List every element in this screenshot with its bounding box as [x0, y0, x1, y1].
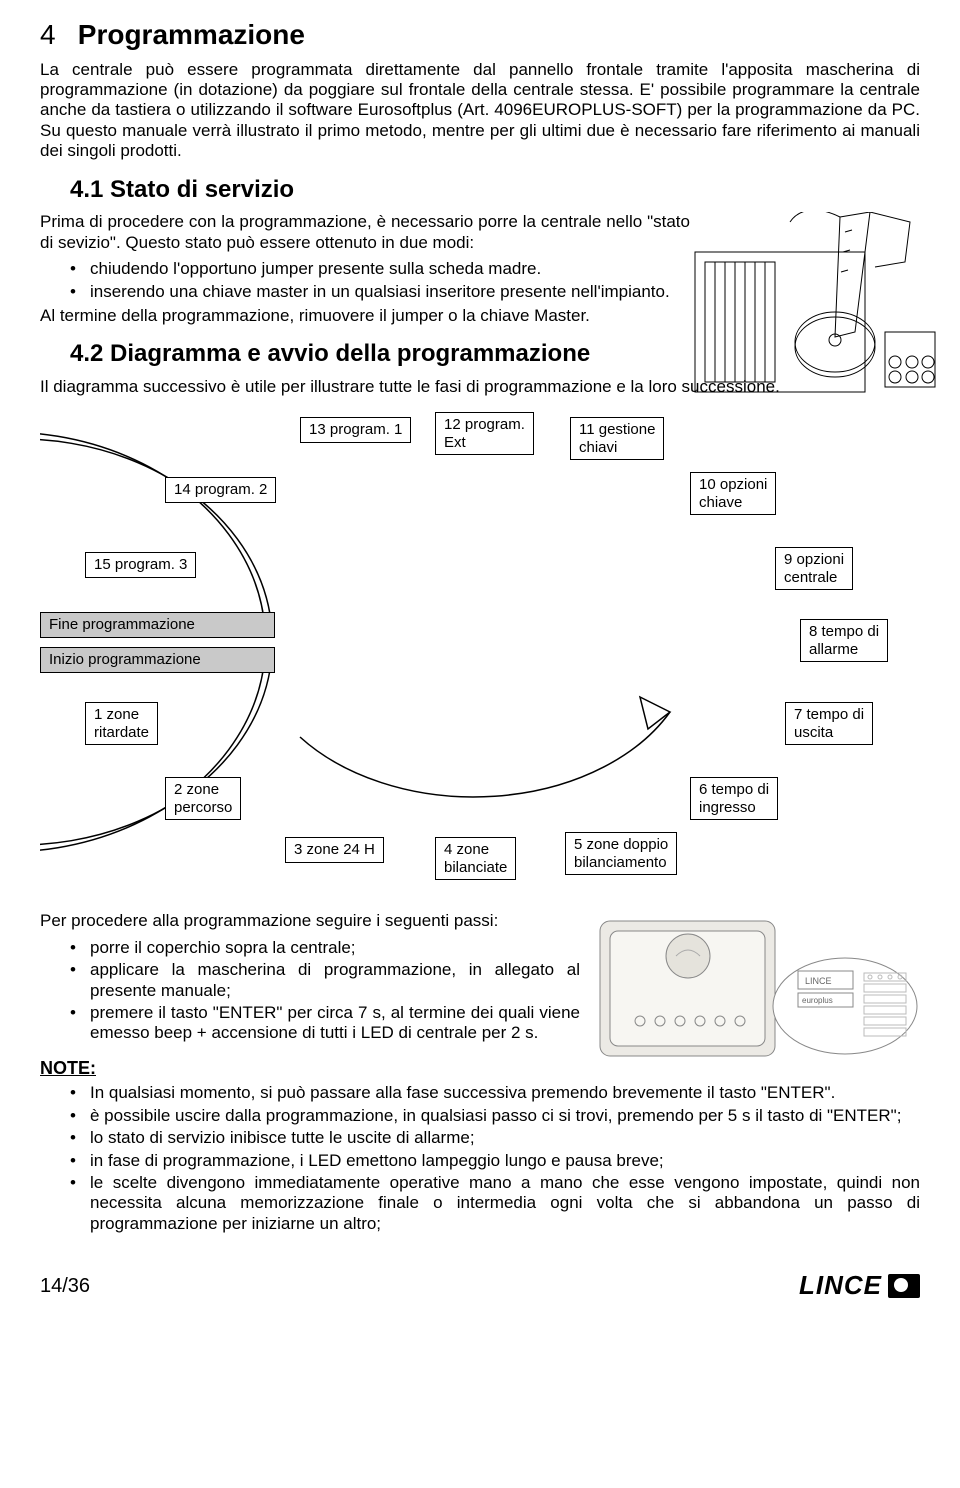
diagram-node-7: 7 tempo di uscita [785, 702, 873, 745]
steps-item: porre il coperchio sopra la centrale; [90, 938, 580, 958]
device-illustration: LINCE europlus [580, 911, 920, 1071]
section-41-bullet: inserendo una chiave master in un qualsi… [90, 282, 690, 302]
diagram-node-2: 2 zone percorso [165, 777, 241, 820]
note-item: lo stato di servizio inibisce tutte le u… [90, 1128, 920, 1148]
section-4-paragraph: La centrale può essere programmata diret… [40, 60, 920, 162]
section-4-heading: 4 Programmazione [40, 18, 920, 52]
programming-diagram: 13 program. 1 12 program. Ext 11 gestion… [40, 407, 920, 897]
page-footer: 14/36 LINCE [40, 1270, 920, 1301]
brand-name: LINCE [799, 1270, 882, 1301]
steps-item: premere il tasto "ENTER" per circa 7 s, … [90, 1003, 580, 1044]
note-item: In qualsiasi momento, si può passare all… [90, 1083, 920, 1103]
overlay-brand-icon: LINCE [805, 976, 832, 986]
diagram-node-3: 3 zone 24 H [285, 837, 384, 862]
diagram-node-11: 11 gestione chiavi [570, 417, 664, 460]
page-number: 14/36 [40, 1274, 90, 1298]
diagram-node-9: 9 opzioni centrale [775, 547, 853, 590]
section-4-title: Programmazione [78, 19, 305, 50]
steps-intro: Per procedere alla programmazione seguir… [40, 911, 580, 931]
steps-list: porre il coperchio sopra la centrale; ap… [40, 938, 580, 1044]
diagram-node-10: 10 opzioni chiave [690, 472, 776, 515]
brand-icon [888, 1274, 920, 1298]
diagram-node-8: 8 tempo di allarme [800, 619, 888, 662]
diagram-node-6: 6 tempo di ingresso [690, 777, 778, 820]
diagram-node-1: 1 zone ritardate [85, 702, 158, 745]
steps-item: applicare la mascherina di programmazion… [90, 960, 580, 1001]
section-41-bullet: chiudendo l'opportuno jumper presente su… [90, 259, 690, 279]
note-item: in fase di programmazione, i LED emetton… [90, 1151, 920, 1171]
note-item: è possibile uscire dalla programmazione,… [90, 1106, 920, 1126]
section-41-heading: 4.1 Stato di servizio [70, 176, 920, 205]
overlay-model-label: europlus [802, 996, 833, 1005]
programming-steps: Per procedere alla programmazione seguir… [40, 911, 920, 1043]
brand-logo: LINCE [799, 1270, 920, 1301]
section-41-para2: Al termine della programmazione, rimuove… [40, 306, 690, 326]
diagram-node-15: 15 program. 3 [85, 552, 196, 577]
diagram-node-13: 13 program. 1 [300, 417, 411, 442]
diagram-node-inizio: Inizio programmazione [40, 647, 275, 672]
diagram-node-fine: Fine programmazione [40, 612, 275, 637]
note-list: In qualsiasi momento, si può passare all… [40, 1083, 920, 1234]
diagram-node-4: 4 zone bilanciate [435, 837, 516, 880]
diagram-node-5: 5 zone doppio bilanciamento [565, 832, 677, 875]
diagram-node-14: 14 program. 2 [165, 477, 276, 502]
section-41-para1: Prima di procedere con la programmazione… [40, 212, 690, 253]
diagram-node-12: 12 program. Ext [435, 412, 534, 455]
section-41-content: Prima di procedere con la programmazione… [40, 212, 920, 326]
section-4-number: 4 [40, 18, 70, 52]
pcb-illustration [690, 212, 940, 412]
note-item: le scelte divengono immediatamente opera… [90, 1173, 920, 1234]
section-41-bullets: chiudendo l'opportuno jumper presente su… [40, 259, 690, 302]
